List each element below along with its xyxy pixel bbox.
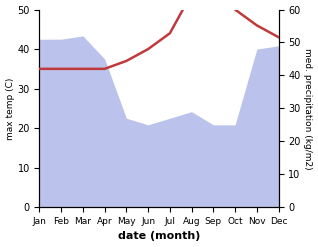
X-axis label: date (month): date (month)	[118, 231, 200, 242]
Y-axis label: med. precipitation (kg/m2): med. precipitation (kg/m2)	[303, 48, 313, 169]
Y-axis label: max temp (C): max temp (C)	[5, 77, 15, 140]
